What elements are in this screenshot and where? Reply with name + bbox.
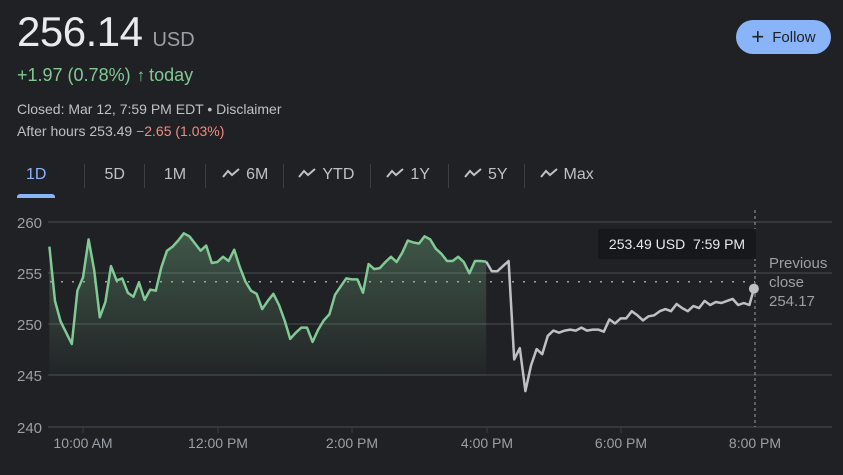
tab-label: 1D bbox=[26, 166, 47, 183]
currency-label: USD bbox=[152, 29, 195, 51]
closed-status: Closed: Mar 12, 7:59 PM EDT • Disclaimer bbox=[17, 101, 282, 117]
x-axis-labels: 10:00 AM 12:00 PM 2:00 PM 4:00 PM 6:00 P… bbox=[53, 435, 781, 451]
trend-line-icon bbox=[386, 166, 405, 185]
tab-divider bbox=[84, 164, 86, 188]
tab-1m[interactable]: 1M bbox=[164, 160, 186, 198]
change-period: today bbox=[149, 65, 194, 85]
tab-5y[interactable]: 5Y bbox=[464, 160, 508, 198]
after-hours: After hours 253.49 −2.65 (1.03%) bbox=[17, 123, 224, 139]
svg-text:6:00 PM: 6:00 PM bbox=[595, 435, 647, 451]
price-chart[interactable]: 260 255 250 245 240 10:00 AM 12:00 PM 2:… bbox=[0, 200, 843, 475]
tab-ytd[interactable]: YTD bbox=[298, 160, 354, 198]
range-tabs: 1D 5D 1M 6M YTD 1Y 5Y Max bbox=[17, 160, 594, 198]
previous-close-line2: close bbox=[769, 274, 805, 291]
tab-label: 6M bbox=[246, 166, 269, 183]
svg-text:12:00 PM: 12:00 PM bbox=[188, 435, 248, 451]
tab-max[interactable]: Max bbox=[539, 160, 594, 198]
svg-text:4:00 PM: 4:00 PM bbox=[461, 435, 513, 451]
price-header: 256.14 USD bbox=[17, 8, 195, 56]
tab-1d[interactable]: 1D bbox=[17, 160, 56, 198]
regular-session-area bbox=[49, 233, 487, 376]
x-tick-marks bbox=[82, 427, 622, 433]
tooltip-text: 253.49 USD 7:59 PM bbox=[608, 236, 746, 252]
current-price: 256.14 bbox=[17, 8, 143, 55]
bullet-separator: • bbox=[203, 101, 217, 117]
disclaimer-link[interactable]: Disclaimer bbox=[216, 101, 282, 117]
previous-close-label: Previous close 254.17 bbox=[769, 254, 827, 311]
current-point-marker bbox=[748, 283, 759, 294]
tab-label: 1M bbox=[163, 166, 187, 183]
tab-divider bbox=[143, 164, 145, 188]
change-value: +1.97 (0.78%) bbox=[17, 65, 131, 85]
trend-line-icon bbox=[298, 166, 317, 185]
svg-text:245: 245 bbox=[17, 368, 42, 385]
svg-text:250: 250 bbox=[17, 317, 42, 334]
tab-6m[interactable]: 6M bbox=[222, 160, 268, 198]
svg-text:2:00 PM: 2:00 PM bbox=[326, 435, 378, 451]
svg-text:10:00 AM: 10:00 AM bbox=[53, 435, 112, 451]
daily-change: +1.97 (0.78%) ↑ today bbox=[17, 65, 193, 86]
follow-label: Follow bbox=[772, 28, 816, 46]
tab-1y[interactable]: 1Y bbox=[386, 160, 430, 198]
tab-divider bbox=[447, 164, 449, 188]
tab-label: 5Y bbox=[487, 166, 508, 183]
regular-session-line bbox=[48, 232, 487, 346]
previous-close-line1: Previous bbox=[769, 255, 828, 272]
after-hours-price: After hours 253.49 bbox=[17, 123, 133, 139]
tab-divider bbox=[283, 164, 285, 188]
tab-label: 5D bbox=[104, 166, 125, 183]
svg-text:240: 240 bbox=[17, 420, 42, 437]
tab-divider bbox=[523, 164, 525, 188]
arrow-up-icon: ↑ bbox=[136, 65, 146, 85]
svg-text:8:00 PM: 8:00 PM bbox=[729, 435, 781, 451]
y-axis-labels: 260 255 250 245 240 bbox=[17, 215, 42, 437]
follow-button[interactable]: + Follow bbox=[736, 20, 831, 54]
svg-text:260: 260 bbox=[17, 215, 42, 232]
tab-label: YTD bbox=[322, 166, 355, 183]
tab-5d[interactable]: 5D bbox=[104, 160, 124, 198]
svg-text:255: 255 bbox=[17, 266, 42, 283]
previous-close-value: 254.17 bbox=[769, 293, 815, 310]
tab-divider bbox=[205, 164, 207, 188]
trend-line-icon bbox=[464, 166, 482, 185]
tab-label: 1Y bbox=[410, 166, 430, 183]
closed-text: Closed: Mar 12, 7:59 PM EDT bbox=[17, 101, 204, 117]
after-hours-change: −2.65 (1.03%) bbox=[136, 123, 225, 139]
tab-divider bbox=[370, 164, 372, 188]
after-hours-line bbox=[485, 259, 756, 393]
trend-line-icon bbox=[539, 166, 558, 185]
plus-icon: + bbox=[751, 24, 765, 49]
trend-line-icon bbox=[222, 166, 240, 185]
tab-label: Max bbox=[563, 166, 594, 183]
hover-tooltip: 253.49 USD 7:59 PM bbox=[598, 229, 756, 259]
